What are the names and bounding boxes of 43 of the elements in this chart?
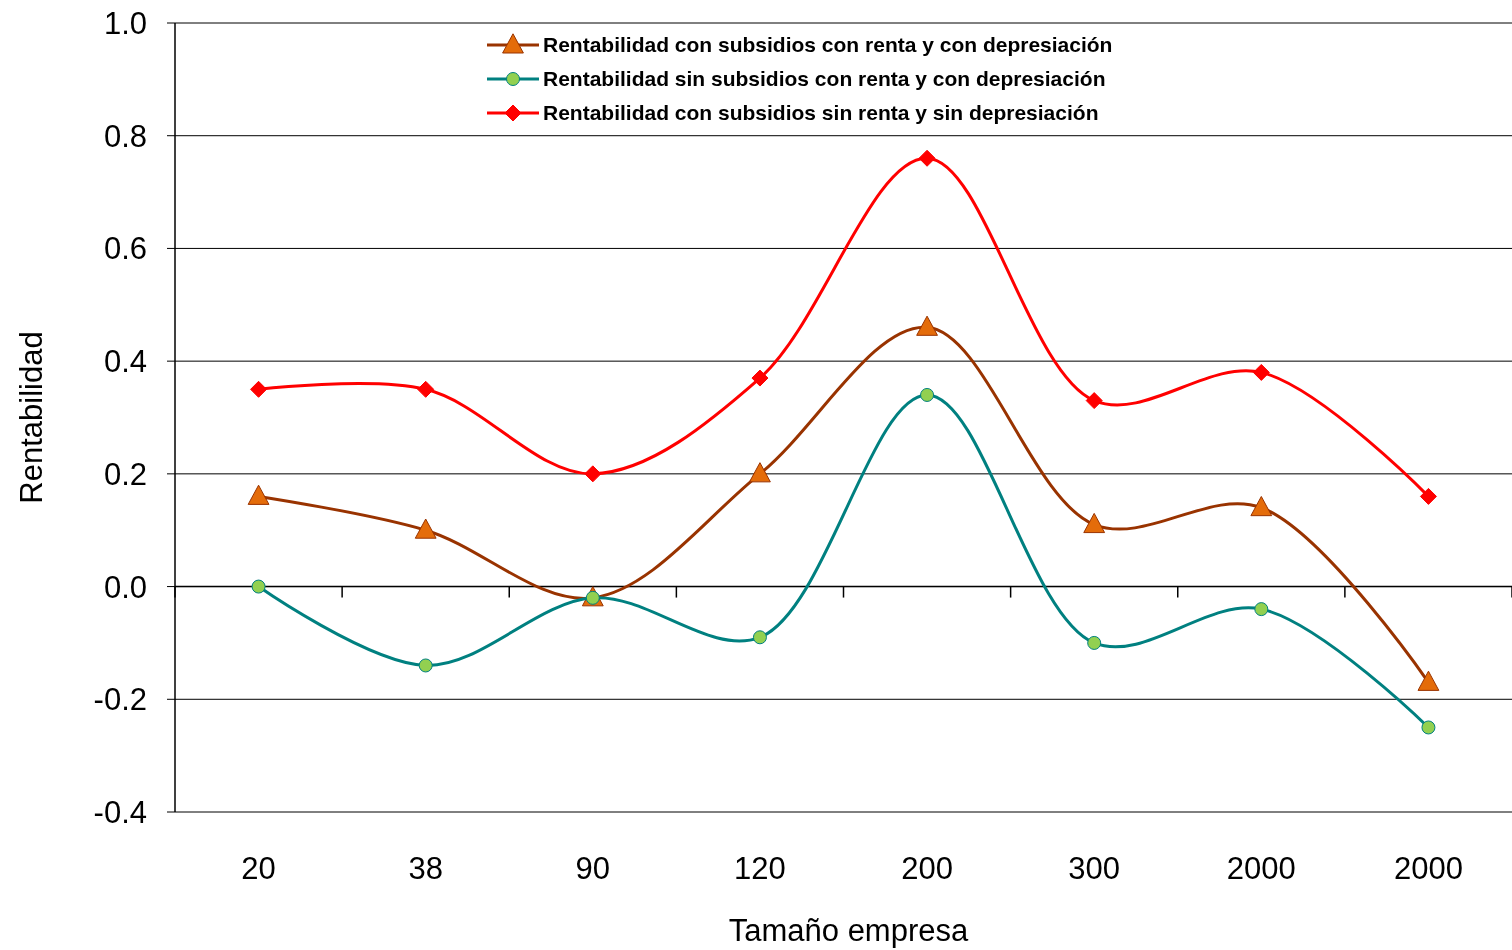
y-tick-label: 0.8 [103, 118, 147, 154]
y-axis-title: Rentabilidad [14, 331, 49, 504]
point [250, 380, 268, 398]
point [418, 658, 433, 673]
point [1252, 363, 1270, 381]
point [584, 465, 602, 483]
legend-label: Rentabilidad con subsidios con renta y con depresiación [543, 33, 1113, 56]
x-tick-label: 120 [734, 851, 786, 886]
point [1250, 495, 1273, 517]
point [414, 518, 437, 539]
y-tick-label: -0.4 [93, 795, 147, 830]
legend-label: Rentabilidad sin subsidios con renta y con depresiación [543, 67, 1106, 90]
point [1087, 635, 1102, 650]
x-tick-label: 2000 [1393, 851, 1463, 886]
y-tick-label: -0.2 [93, 682, 147, 718]
y-tick-label: 0.0 [103, 569, 147, 605]
y-tick-label: 0.4 [103, 344, 147, 380]
y-tick-label: 0.2 [103, 456, 147, 492]
point [920, 387, 935, 402]
y-tick-label: 1.0 [103, 6, 147, 41]
x-tick-label: 300 [1068, 851, 1121, 886]
point [749, 462, 771, 483]
x-tick-label: 200 [901, 851, 953, 886]
point [1254, 602, 1269, 617]
point [1083, 512, 1106, 534]
point [1085, 392, 1103, 410]
x-tick-label: 20 [241, 851, 276, 886]
point [1419, 487, 1437, 505]
point [1421, 720, 1436, 735]
point [752, 630, 767, 645]
x-tick-label: 38 [408, 851, 443, 886]
point [247, 484, 270, 505]
point [918, 149, 936, 167]
legend-label: Rentabilidad con subsidios sin renta y sin depresiación [543, 101, 1099, 124]
y-tick-label: 0.6 [103, 231, 147, 267]
point [916, 315, 938, 336]
point [251, 579, 266, 594]
point [751, 369, 769, 387]
x-tick-label: 90 [575, 851, 611, 886]
point [1417, 670, 1440, 691]
x-axis-title: Tamaño empresa [728, 913, 970, 948]
point [417, 380, 435, 398]
x-tick-label: 2000 [1226, 851, 1296, 886]
